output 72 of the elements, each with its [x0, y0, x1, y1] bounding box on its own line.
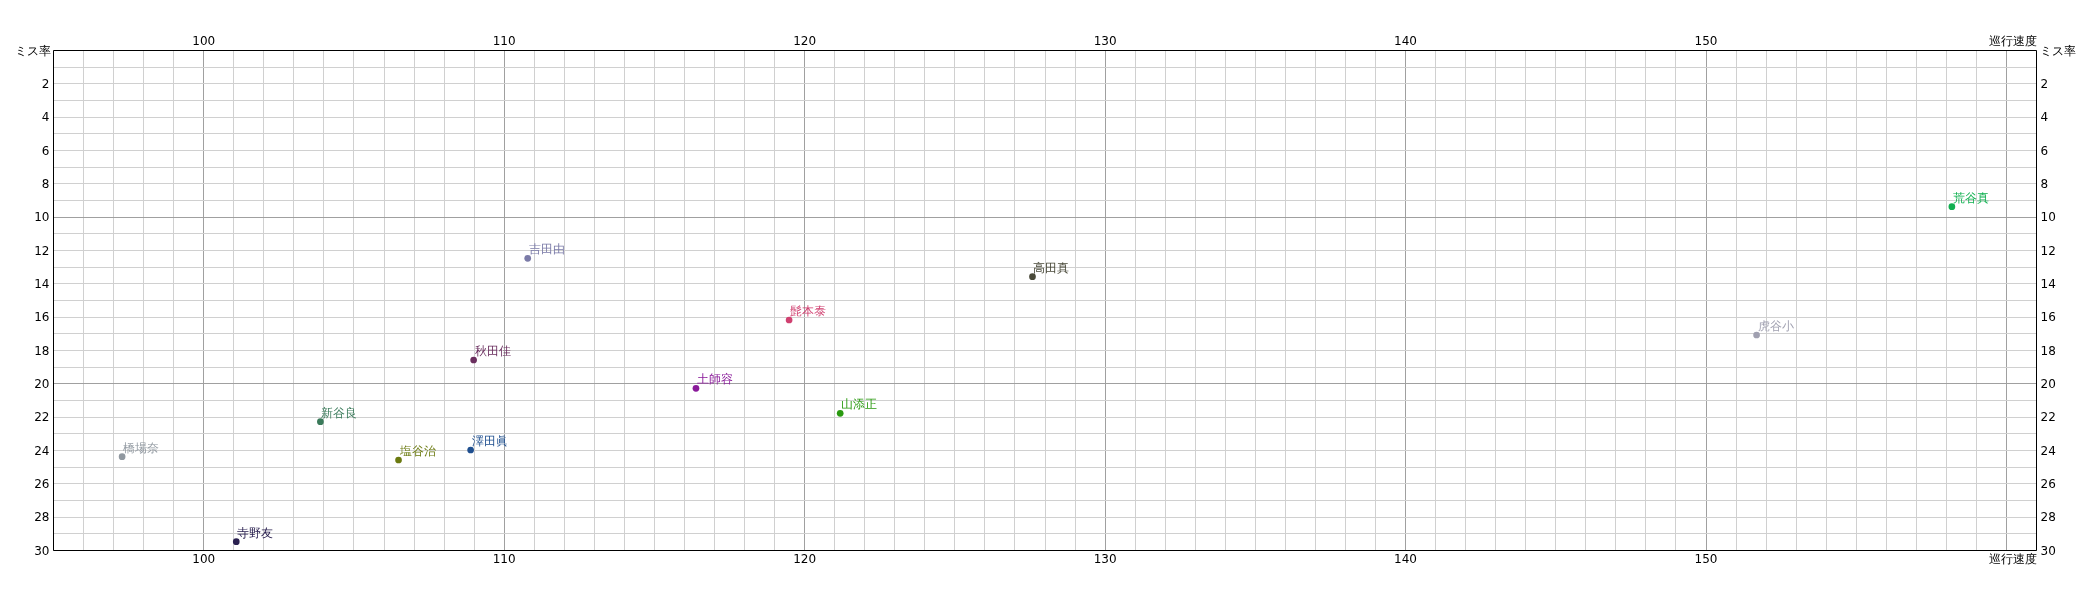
- point: [1948, 203, 1956, 211]
- y-tick-label: 26: [34, 476, 50, 491]
- y-tick-label: 6: [41, 143, 50, 158]
- point: [470, 356, 477, 364]
- series-label: 塩谷治: [398, 444, 436, 458]
- x-axis-title: 巡行速度: [1988, 551, 2037, 566]
- x2-axis-title: 巡行速度: [1988, 33, 2037, 48]
- y2-tick-label: 28: [2040, 510, 2056, 525]
- x-tick-label: 130: [1093, 551, 1117, 566]
- y2-tick-label: 16: [2040, 310, 2056, 325]
- point: [467, 446, 474, 454]
- series-label: 寺野友: [237, 525, 274, 540]
- y-tick-label: 10: [34, 210, 50, 225]
- y2-tick-label: 2: [2040, 76, 2049, 91]
- series-label: 橋場奈: [123, 440, 160, 455]
- y2-tick-label: 12: [2040, 243, 2056, 258]
- point: [1753, 331, 1760, 339]
- point: [232, 538, 240, 546]
- x2-tick-label: 100: [192, 33, 216, 48]
- y-axis-title: ミス率: [14, 43, 51, 58]
- x-tick-label: 120: [793, 551, 817, 566]
- y2-tick-label: 24: [2040, 443, 2056, 458]
- x2-tick-label: 110: [492, 33, 516, 48]
- x-tick-label: 100: [192, 551, 216, 566]
- y-tick-label: 24: [34, 443, 50, 458]
- y-tick-label: 2: [41, 76, 50, 91]
- y2-axis-title: ミス率: [2039, 43, 2076, 58]
- x-tick-label: 110: [492, 551, 516, 566]
- series-label: 土師容: [696, 372, 733, 387]
- x-tick-label: 150: [1694, 551, 1718, 566]
- y-tick-label: 14: [34, 276, 50, 291]
- y-tick-label: 4: [41, 110, 50, 125]
- point: [785, 316, 793, 324]
- y2-tick-label: 10: [2040, 210, 2056, 225]
- series-label: 吉田由: [528, 242, 565, 257]
- y-tick-label: 30: [34, 543, 50, 558]
- y2-tick-label: 22: [2040, 410, 2056, 425]
- point: [395, 456, 402, 464]
- x2-tick-label: 140: [1394, 33, 1417, 48]
- y2-tick-label: 26: [2040, 476, 2056, 491]
- series-label: 高田真: [1033, 260, 1070, 275]
- y-tick-label: 16: [34, 310, 50, 325]
- series-label: 荒谷真: [1952, 190, 1989, 205]
- point: [836, 409, 844, 417]
- y-tick-label: 12: [34, 243, 50, 258]
- y-tick-label: 22: [34, 410, 50, 425]
- series-label: 山添正: [841, 397, 878, 412]
- x2-tick-label: 120: [793, 33, 817, 48]
- y-tick-label: 28: [34, 510, 50, 525]
- point: [118, 453, 126, 461]
- y-tick-label: 20: [34, 376, 50, 391]
- x2-tick-label: 130: [1093, 33, 1117, 48]
- y-tick-label: 8: [41, 176, 50, 191]
- y2-tick-label: 8: [2040, 176, 2049, 191]
- x2-tick-label: 150: [1694, 33, 1718, 48]
- y2-tick-label: 30: [2040, 543, 2056, 558]
- y2-tick-label: 14: [2040, 276, 2056, 291]
- y2-tick-label: 20: [2040, 376, 2056, 391]
- point: [1029, 273, 1036, 281]
- x-tick-label: 140: [1394, 551, 1417, 566]
- point: [524, 254, 532, 262]
- series-label: 秋田佳: [474, 344, 511, 358]
- y-tick-label: 18: [34, 343, 50, 358]
- y2-tick-label: 18: [2040, 343, 2056, 358]
- y2-tick-label: 4: [2040, 110, 2049, 125]
- y2-tick-label: 6: [2040, 143, 2049, 158]
- series-label: 澤田眞: [471, 434, 508, 448]
- point: [317, 418, 324, 426]
- point: [692, 384, 700, 392]
- series-label: 新谷良: [321, 405, 358, 420]
- series-label: 髭本泰: [790, 304, 827, 318]
- series-label: 虎谷小: [1757, 319, 1794, 333]
